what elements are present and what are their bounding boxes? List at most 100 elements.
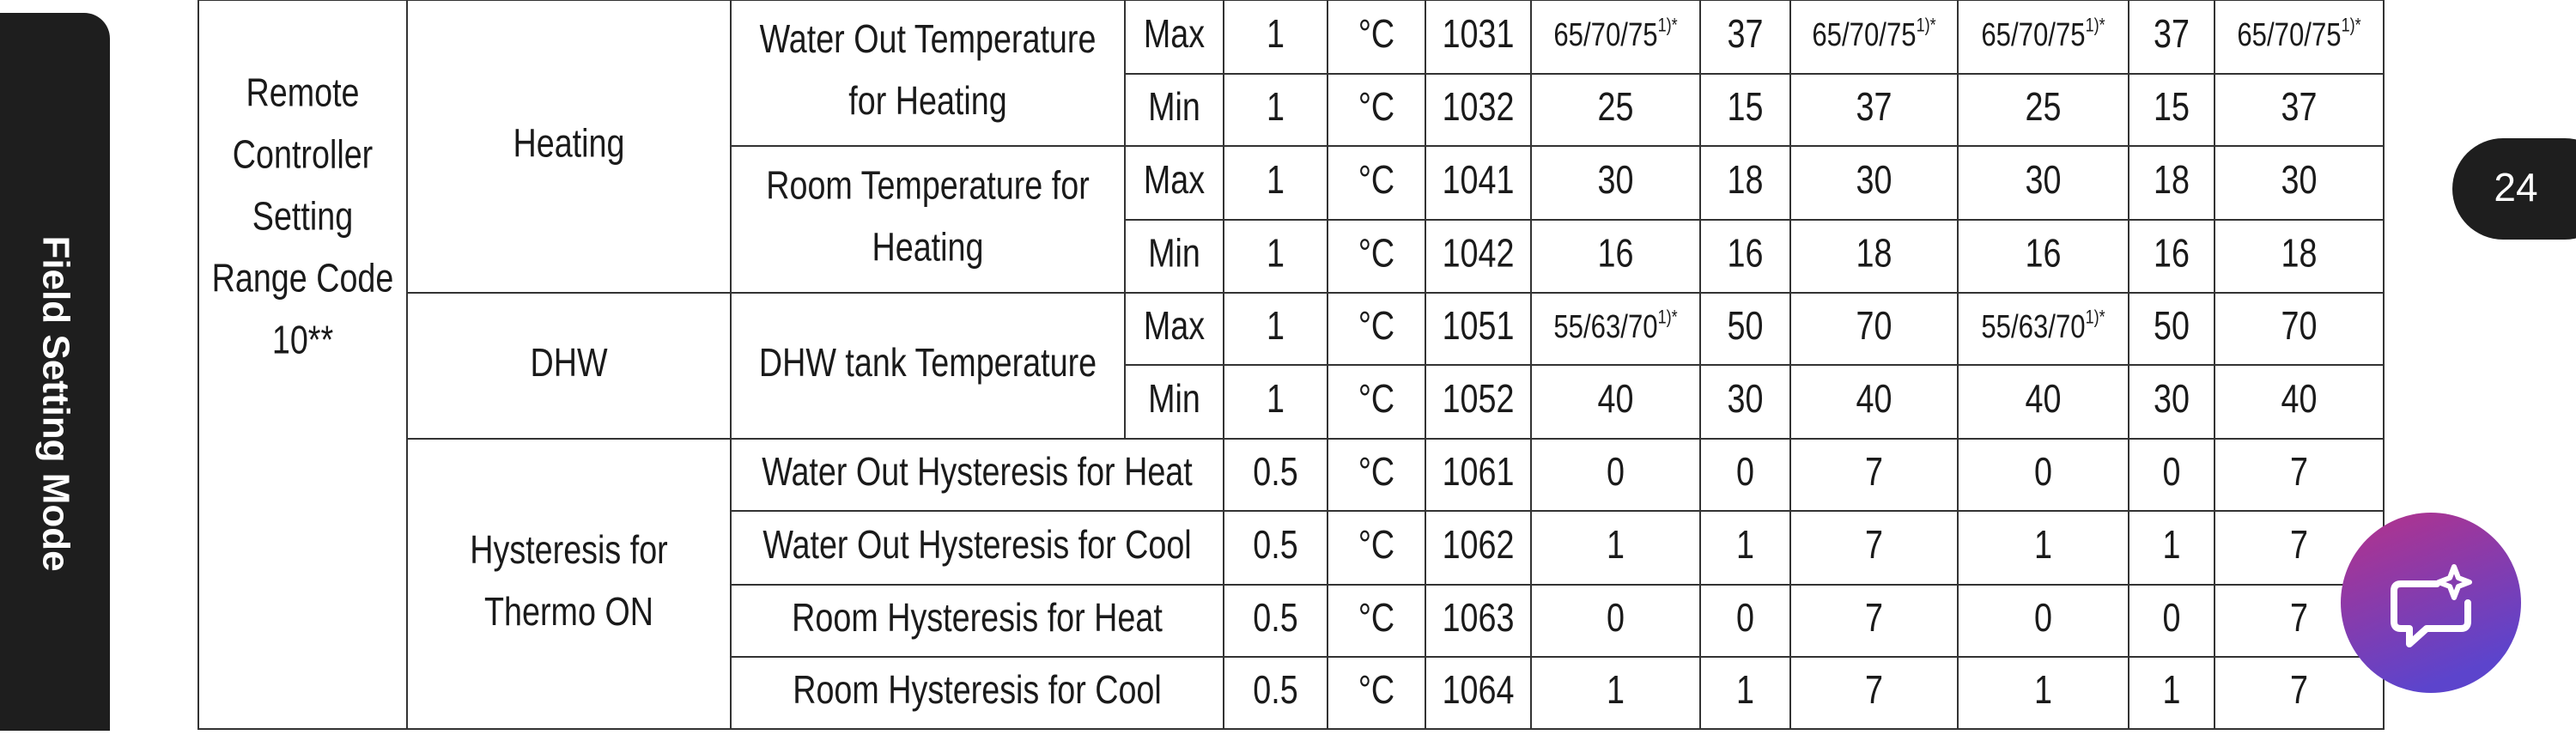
cell-value: 0.5 (1253, 596, 1297, 640)
cell-text: 37 (2281, 85, 2318, 129)
cell-value: 30 (1728, 377, 1764, 421)
cell-text: 1061 (1443, 450, 1515, 494)
cell-value: 70 (1856, 304, 1893, 348)
table-cell (1789, 219, 1959, 294)
table-cell (1957, 73, 2129, 147)
cell-value: °C (1358, 523, 1394, 567)
footnote-mark: 1)* (1658, 307, 1678, 328)
text-line: Water Out Hysteresis for Cool (762, 523, 1191, 567)
cell-value: 0.5 (1253, 523, 1297, 567)
cell-text: 7 (1865, 523, 1883, 567)
cell-text: 1063 (1443, 596, 1515, 640)
cell-value: 30 (2281, 158, 2318, 202)
text-line: Controller (233, 132, 373, 176)
cell-text: 30 (1598, 158, 1634, 202)
cell-text: 16 (2026, 231, 2062, 275)
table-cell (2214, 656, 2385, 730)
cell-value: 0.5 (1253, 668, 1297, 712)
text-line: Hysteresis for (470, 528, 667, 572)
table-cell (1957, 510, 2129, 586)
text-line: DHW (530, 341, 607, 385)
table-cell (1425, 656, 1532, 730)
text-line: Room Temperature for (766, 163, 1090, 207)
cell-text: 0.5 (1253, 596, 1297, 640)
value: 65/70/75 (1981, 17, 2085, 53)
cell-value: 1031 (1443, 12, 1515, 56)
cell-text: Heating (513, 121, 625, 165)
cell-value: 30 (2154, 377, 2190, 421)
cell-text: 37 (1728, 12, 1764, 56)
cell-value: 25 (2026, 85, 2062, 129)
cell-text: 1064 (1443, 668, 1515, 712)
text-line: Water Out Hysteresis for Heat (762, 450, 1193, 494)
cell-value: 7 (2290, 596, 2308, 640)
cell-text: 0 (1736, 450, 1754, 494)
cell-value: 1063 (1443, 596, 1515, 640)
cell-text: 70 (2281, 304, 2318, 348)
cell-text: 7 (2290, 523, 2308, 567)
cell-text: 15 (2154, 85, 2190, 129)
cell-value: 18 (2281, 231, 2318, 275)
table-cell (1957, 219, 2129, 294)
table-cell (2128, 145, 2215, 221)
cell-value: 40 (1856, 377, 1893, 421)
table-cell (1425, 438, 1532, 512)
table-cell (1957, 364, 2129, 440)
text-line: Heating (513, 121, 625, 165)
cell-text: °C (1358, 668, 1394, 712)
cell-value: 0 (1736, 450, 1754, 494)
table-cell (1699, 656, 1791, 730)
cell-text: 65/70/751)* (1553, 15, 1677, 53)
chat-button[interactable] (2341, 513, 2521, 693)
cell-value: °C (1358, 85, 1394, 129)
cell-text: 16 (1598, 231, 1634, 275)
text-line: Water Out Temperature (760, 17, 1097, 61)
cell-value: 40 (2281, 377, 2318, 421)
cell-text: 1 (2034, 523, 2052, 567)
table-cell (1327, 145, 1426, 221)
cell-value: 25 (1598, 85, 1634, 129)
cell-value: 1 (2163, 523, 2181, 567)
cell-value: 37 (1728, 12, 1764, 56)
cell-text: 7 (1865, 450, 1883, 494)
table-cell (2214, 145, 2385, 221)
cell-value: °C (1358, 596, 1394, 640)
table-cell (2214, 438, 2385, 512)
cell-value: 70 (2281, 304, 2318, 348)
table-cell (1327, 219, 1426, 294)
table-cell (1699, 145, 1791, 221)
cell-text: 0 (2163, 596, 2181, 640)
cell-text: 1 (1267, 158, 1285, 202)
cell-value: 50 (2154, 304, 2190, 348)
text-line: 10** (272, 318, 333, 361)
table-cell (2128, 656, 2215, 730)
cell-value: 1 (1267, 231, 1285, 275)
cell-value: 16 (2026, 231, 2062, 275)
table-cell (1425, 0, 1532, 75)
text-line: Room Hysteresis for Cool (793, 668, 1162, 712)
cell-text: 1062 (1443, 523, 1515, 567)
footnote-mark: 1)* (1658, 15, 1678, 36)
cell-text: 40 (2281, 377, 2318, 421)
cell-text: 30 (1728, 377, 1764, 421)
cell-text: 65/70/751)* (1812, 15, 1935, 53)
table-cell (1124, 0, 1224, 75)
table-cell (2128, 219, 2215, 294)
cell-value: 30 (1598, 158, 1634, 202)
cell-text: 1 (1267, 12, 1285, 56)
cell-value: 15 (1728, 85, 1764, 129)
table-cell (730, 292, 1126, 440)
cell-value: 18 (1728, 158, 1764, 202)
text-line: Remote (246, 70, 359, 114)
cell-text: 50 (2154, 304, 2190, 348)
cell-text: 1051 (1443, 304, 1515, 348)
cell-value: 0 (1736, 596, 1754, 640)
table-cell (2214, 219, 2385, 294)
cell-text: Hysteresis for Thermo ON (470, 528, 667, 634)
table-cell (1699, 0, 1791, 75)
footnote-mark: 1)* (2342, 15, 2361, 36)
table-cell (1789, 656, 1959, 730)
cell-text: 1041 (1443, 158, 1515, 202)
cell-text: 7 (2290, 450, 2308, 494)
cell-text: °C (1358, 523, 1394, 567)
